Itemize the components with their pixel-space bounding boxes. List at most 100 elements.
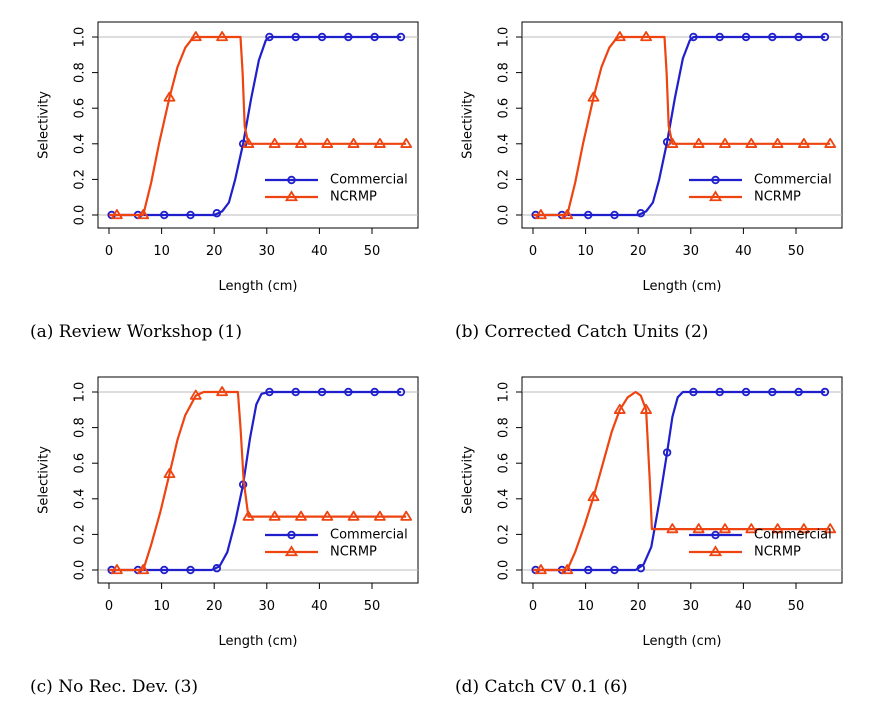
commercial-point [584, 565, 593, 575]
legend-label-commercial: Commercial [330, 528, 408, 543]
y-tick-label: 0.8 [497, 417, 512, 438]
y-tick-label: 0.8 [497, 62, 512, 83]
commercial-point [212, 564, 222, 573]
commercial-point [768, 32, 777, 42]
commercial-point [820, 387, 830, 397]
y-tick-label: 0.2 [73, 524, 88, 545]
commercial-point [317, 32, 327, 42]
x-tick-label: 20 [630, 599, 647, 614]
x-axis-title: Length (cm) [643, 634, 722, 649]
ncrmp-point [771, 523, 784, 534]
y-tick-label: 0.6 [73, 453, 88, 474]
ncrmp-point [137, 564, 150, 575]
y-tick-label: 0.8 [73, 62, 88, 83]
caption-d: (d) Catch CV 0.1 (6) [455, 677, 628, 697]
y-tick-label: 1.0 [497, 382, 512, 403]
ncrmp-point [640, 403, 652, 414]
x-tick-label: 30 [683, 244, 700, 259]
commercial-line [533, 35, 825, 217]
legend-marker-ncrmp [284, 190, 299, 202]
ncrmp-point [373, 510, 386, 521]
legend-label-ncrmp: NCRMP [330, 545, 377, 560]
x-tick-label: 10 [153, 244, 170, 259]
commercial-point [265, 387, 274, 397]
x-tick-label: 40 [311, 599, 328, 614]
y-tick-label: 0.6 [497, 98, 512, 119]
ncrmp-point [692, 137, 705, 148]
y-tick-label: 0.0 [73, 560, 88, 581]
legend-label-commercial: Commercial [754, 173, 832, 188]
ncrmp-point [797, 523, 810, 534]
commercial-point [160, 210, 169, 220]
y-tick-label: 0.2 [73, 169, 88, 190]
y-tick-label: 0.0 [497, 560, 512, 581]
y-tick-label: 0.2 [497, 524, 512, 545]
legend-label-ncrmp: NCRMP [330, 190, 377, 205]
x-tick-label: 0 [529, 244, 537, 259]
commercial-point [186, 210, 195, 220]
commercial-line [109, 35, 401, 217]
ncrmp-point [110, 564, 123, 575]
ncrmp-line [533, 390, 831, 572]
ncrmp-point [216, 386, 228, 397]
commercial-point [291, 32, 300, 42]
commercial-point [689, 32, 698, 42]
ncrmp-point [268, 510, 281, 521]
panel-d: 0 10 20 30 40 50 0.0 0.2 0.4 0.6 0.8 1.0 Length (cm)… [461, 376, 843, 649]
ncrmp-point [719, 523, 731, 534]
ncrmp-point [321, 510, 334, 521]
ncrmp-point [561, 209, 574, 220]
ncrmp-point [719, 137, 731, 148]
legend-label-commercial: Commercial [754, 528, 832, 543]
x-tick-label: 0 [105, 244, 113, 259]
x-tick-label: 30 [683, 599, 700, 614]
x-tick-label: 0 [105, 599, 113, 614]
ncrmp-point [745, 523, 758, 534]
x-tick-label: 10 [153, 599, 170, 614]
ncrmp-point [163, 467, 176, 479]
x-axis-title: Length (cm) [219, 279, 298, 294]
commercial-point [370, 387, 379, 397]
commercial-point [160, 565, 169, 575]
commercial-point [662, 448, 672, 457]
y-tick-label: 0.6 [497, 453, 512, 474]
commercial-point [636, 209, 646, 218]
ncrmp-point [666, 523, 679, 534]
panel-c: 0 10 20 30 40 50 0.0 0.2 0.4 0.6 0.8 1.0 Length (cm)… [37, 376, 419, 649]
ncrmp-point [771, 137, 784, 148]
legend-marker-commercial [287, 530, 296, 540]
ncrmp-line [533, 35, 831, 217]
commercial-point [794, 387, 803, 397]
commercial-point [741, 387, 751, 397]
x-tick-label: 40 [311, 244, 328, 259]
y-tick-label: 0.2 [497, 169, 512, 190]
ncrmp-point [321, 137, 334, 148]
x-tick-label: 0 [529, 599, 537, 614]
ncrmp-point [295, 137, 307, 148]
x-axis-title: Length (cm) [643, 279, 722, 294]
commercial-point [344, 32, 353, 42]
ncrmp-point [163, 91, 176, 102]
ncrmp-point [824, 137, 837, 148]
ncrmp-point [242, 510, 255, 521]
legend-marker-commercial [711, 530, 720, 540]
y-axis-title: Selectivity [461, 446, 476, 514]
x-axis-title: Length (cm) [219, 634, 298, 649]
commercial-point [741, 32, 751, 42]
ncrmp-point [666, 137, 679, 148]
ncrmp-point [347, 510, 360, 521]
caption-c: (c) No Rec. Dev. (3) [30, 677, 199, 697]
ncrmp-line [109, 390, 407, 572]
ncrmp-point [242, 137, 255, 148]
ncrmp-point [797, 137, 810, 148]
commercial-point [794, 32, 803, 42]
y-tick-label: 0.4 [497, 488, 512, 509]
ncrmp-point [268, 137, 281, 148]
x-tick-label: 20 [206, 244, 223, 259]
ncrmp-point [692, 523, 705, 534]
ncrmp-point [189, 31, 202, 42]
commercial-line [533, 390, 825, 572]
y-tick-label: 1.0 [497, 27, 512, 48]
commercial-point [715, 32, 724, 42]
x-tick-label: 40 [735, 599, 752, 614]
